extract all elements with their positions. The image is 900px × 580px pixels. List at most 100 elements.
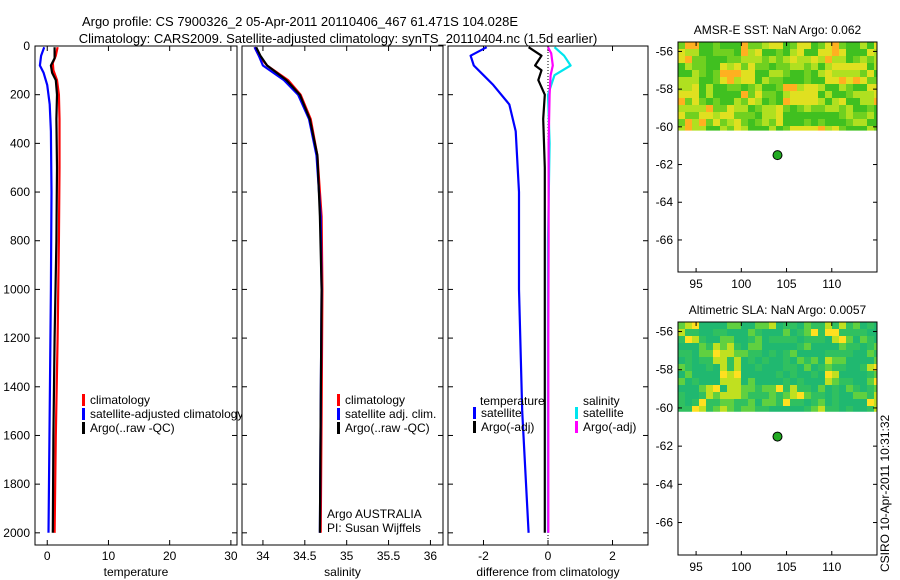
heatmap-cell: [678, 350, 685, 357]
heatmap-cell: [755, 329, 762, 336]
heatmap-cell: [727, 126, 734, 131]
heatmap-cell: [797, 357, 804, 364]
heatmap-cell: [692, 392, 699, 399]
heatmap-cell: [790, 49, 797, 56]
heatmap-cell: [846, 119, 853, 126]
y-tick-label: 800: [10, 234, 30, 248]
y-tick-label: -56: [656, 44, 674, 58]
heatmap-cell: [748, 371, 755, 378]
heatmap-cell: [846, 385, 853, 392]
heatmap-cell: [748, 63, 755, 70]
heatmap-cell: [860, 126, 867, 131]
heatmap-cell: [699, 364, 706, 371]
salinity-profile-plot: 34 34.5 35 35.5 36 salinity climatologysatelli…: [241, 45, 444, 579]
heatmap-cell: [797, 56, 804, 63]
heatmap-cell: [762, 70, 769, 77]
heatmap-cell: [790, 42, 797, 49]
heatmap-cell: [811, 112, 818, 119]
heatmap-cell: [678, 364, 685, 371]
heatmap-cell: [776, 63, 783, 70]
heatmap-cell: [720, 49, 727, 56]
heatmap-cell: [706, 42, 713, 49]
heatmap-cell: [727, 336, 734, 343]
heatmap-cell: [727, 329, 734, 336]
heatmap-cell: [804, 350, 811, 357]
heatmap-cell: [776, 84, 783, 91]
heatmap-cell: [727, 105, 734, 112]
heatmap-cell: [825, 357, 832, 364]
heatmap-cell: [685, 385, 692, 392]
heatmap-cell: [811, 105, 818, 112]
heatmap-cell: [713, 119, 720, 126]
heatmap-cell: [790, 70, 797, 77]
heatmap-cell: [867, 98, 874, 105]
heatmap-cell: [727, 42, 734, 49]
heatmap-cell: [874, 329, 877, 336]
heatmap-cell: [685, 98, 692, 105]
heatmap-cell: [678, 336, 685, 343]
heatmap-cell: [720, 105, 727, 112]
heatmap-cell: [776, 343, 783, 350]
heatmap-cell: [776, 56, 783, 63]
heatmap-cell: [734, 378, 741, 385]
x-tick-label: 95: [689, 277, 703, 291]
heatmap-cell: [706, 406, 713, 412]
heatmap-cell: [762, 378, 769, 385]
heatmap-cell: [678, 322, 685, 329]
heatmap-cell: [790, 399, 797, 406]
heatmap-cell: [811, 119, 818, 126]
heatmap-cell: [797, 385, 804, 392]
heatmap-cell: [734, 385, 741, 392]
heatmap-cell: [727, 357, 734, 364]
heatmap-cell: [706, 364, 713, 371]
heatmap-cell: [797, 392, 804, 399]
legend-entry: Argo(-adj): [481, 420, 534, 434]
heatmap-cell: [769, 119, 776, 126]
heatmap-cell: [699, 49, 706, 56]
heatmap-cell: [874, 119, 877, 126]
heatmap-cell: [678, 98, 685, 105]
heatmap-cell: [811, 343, 818, 350]
heatmap-cell: [790, 336, 797, 343]
heatmap-cell: [832, 399, 839, 406]
map-title: Altimetric SLA: NaN Argo: 0.0057: [689, 303, 867, 317]
heatmap-cell: [706, 91, 713, 98]
heatmap-cell: [818, 126, 825, 131]
y-tick-label: 0: [23, 39, 30, 53]
heatmap-cell: [783, 49, 790, 56]
heatmap-cell: [713, 84, 720, 91]
heatmap-cell: [783, 77, 790, 84]
heatmap-cell: [860, 70, 867, 77]
heatmap-cell: [832, 336, 839, 343]
side-timestamp-label: CSIRO 10-Apr-2011 10:31:32: [878, 414, 892, 572]
heatmap-cell: [874, 56, 877, 63]
x-tick-label: 0: [44, 549, 51, 563]
heatmap-cell: [804, 329, 811, 336]
heatmap-cell: [699, 406, 706, 412]
heatmap-cell: [804, 364, 811, 371]
heatmap-cell: [706, 63, 713, 70]
heatmap-cell: [685, 119, 692, 126]
heatmap-cell: [797, 49, 804, 56]
heatmap-cell: [853, 84, 860, 91]
heatmap-cell: [685, 343, 692, 350]
heatmap-cell: [783, 84, 790, 91]
heatmap-cell: [685, 322, 692, 329]
heatmap-cell: [713, 56, 720, 63]
map-frame: [677, 41, 878, 273]
heatmap-cell: [748, 77, 755, 84]
heatmap-cell: [748, 336, 755, 343]
heatmap-cell: [769, 371, 776, 378]
series-line-argo-raw-qc-: [255, 46, 323, 533]
heatmap-cell: [692, 56, 699, 63]
heatmap-cell: [811, 91, 818, 98]
heatmap-cell: [818, 399, 825, 406]
heatmap-cell: [734, 105, 741, 112]
heatmap-cell: [811, 322, 818, 329]
heatmap-cell: [825, 322, 832, 329]
heatmap-cell: [692, 42, 699, 49]
heatmap-cell: [720, 56, 727, 63]
heatmap-cell: [734, 63, 741, 70]
heatmap-cell: [699, 105, 706, 112]
heatmap-cell: [720, 378, 727, 385]
